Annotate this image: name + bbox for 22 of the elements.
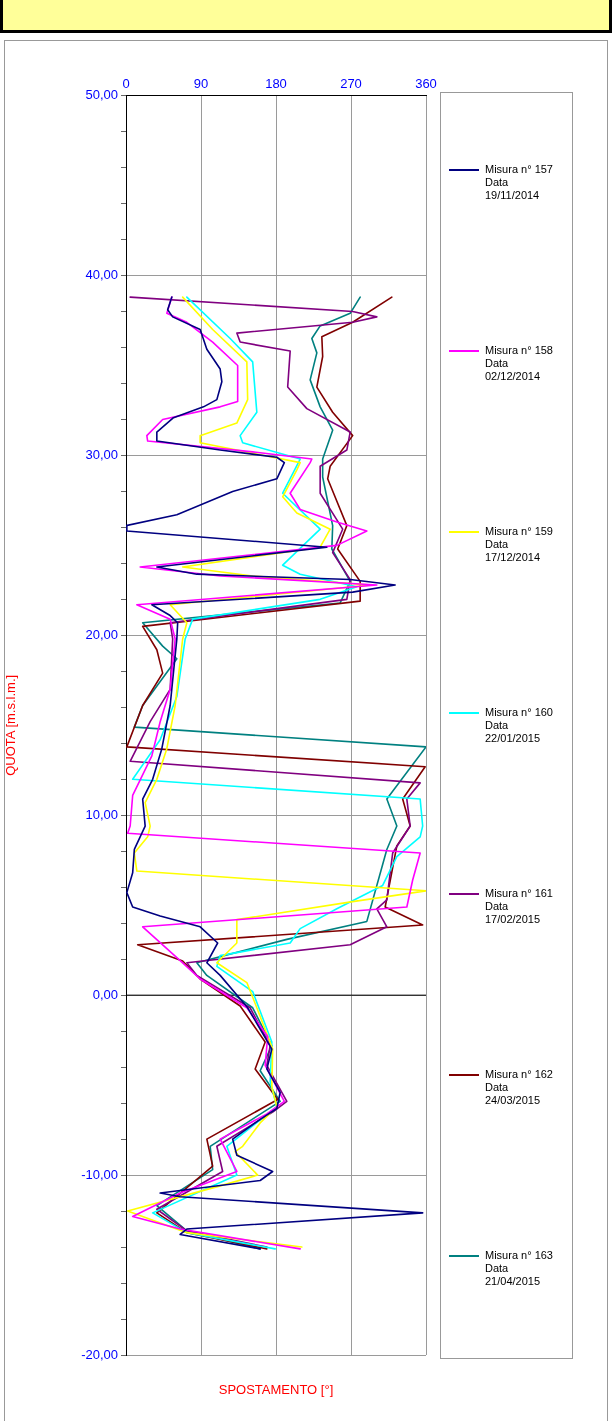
y-tick-label: 50,00: [85, 87, 118, 103]
y-tick-label: -20,00: [81, 1346, 118, 1362]
y-tick-label: 0,00: [92, 986, 118, 1002]
y-tick-label: 20,00: [85, 626, 118, 642]
legend-label: Misura n° 157 Data 19/11/2014: [484, 163, 553, 202]
legend-label: Misura n° 162 Data 24/03/2015: [484, 1068, 553, 1107]
legend-label: Misura n° 159 Data 17/12/2014: [484, 525, 553, 564]
x-tick-label: 270: [340, 76, 362, 92]
x-tick-label: 0: [122, 76, 130, 92]
x-axis-title: SPOSTAMENTO [°]: [217, 1382, 335, 1397]
legend-label: Misura n° 161 Data 17/02/2015: [484, 887, 553, 926]
legend-label: Misura n° 160 Data 22/01/2015: [484, 706, 553, 745]
y-tick-label: -10,00: [81, 1166, 118, 1182]
y-tick-label: 40,00: [85, 267, 118, 283]
legend-label: Misura n° 158 Data 02/12/2014: [484, 344, 553, 383]
x-tick-label: 90: [193, 76, 209, 92]
y-tick-label: 10,00: [85, 806, 118, 822]
y-axis-title: QUOTA [m.s.l.m.]: [3, 674, 19, 776]
legend-label: Misura n° 163 Data 21/04/2015: [484, 1249, 553, 1288]
x-tick-label: 360: [415, 76, 437, 92]
x-tick-label: 180: [265, 76, 287, 92]
y-tick-label: 30,00: [85, 447, 118, 463]
